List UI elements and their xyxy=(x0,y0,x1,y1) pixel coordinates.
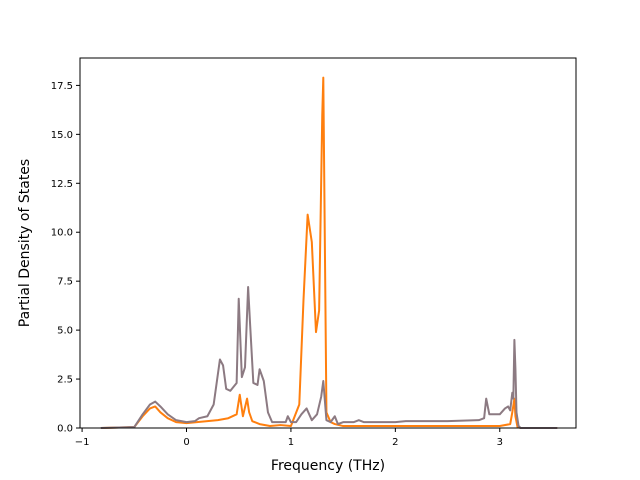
y-tick-label: 17.5 xyxy=(51,81,73,92)
x-tick-label: −1 xyxy=(75,437,90,448)
y-axis-title: Partial Density of States xyxy=(17,159,33,327)
plot-frame xyxy=(79,57,577,429)
x-tick-label: 3 xyxy=(497,437,503,448)
series-line-2 xyxy=(100,286,558,429)
x-tick-label: 2 xyxy=(392,437,398,448)
x-axis: −1 0 1 2 3 xyxy=(75,428,503,448)
x-axis-title: Frequency (THz) xyxy=(271,458,385,474)
y-tick-label: 15.0 xyxy=(51,130,73,141)
x-tick-label: 1 xyxy=(288,437,294,448)
plot-area xyxy=(80,58,576,428)
y-tick-label: 0.0 xyxy=(57,424,73,435)
y-tick-label: 12.5 xyxy=(51,179,73,190)
series-layer xyxy=(100,76,558,429)
y-tick-label: 10.0 xyxy=(51,228,73,239)
y-tick-label: 7.5 xyxy=(57,277,73,288)
y-axis: 0.0 2.5 5.0 7.5 10.0 12.5 15.0 17.5 xyxy=(51,81,80,435)
y-tick-label: 5.0 xyxy=(57,326,73,337)
y-tick-label: 2.5 xyxy=(57,375,73,386)
x-tick-label: 0 xyxy=(183,437,189,448)
